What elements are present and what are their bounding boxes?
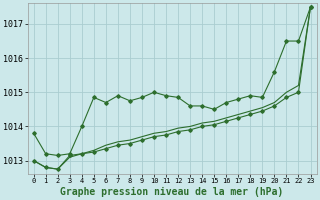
X-axis label: Graphe pression niveau de la mer (hPa): Graphe pression niveau de la mer (hPa) [60, 186, 284, 197]
